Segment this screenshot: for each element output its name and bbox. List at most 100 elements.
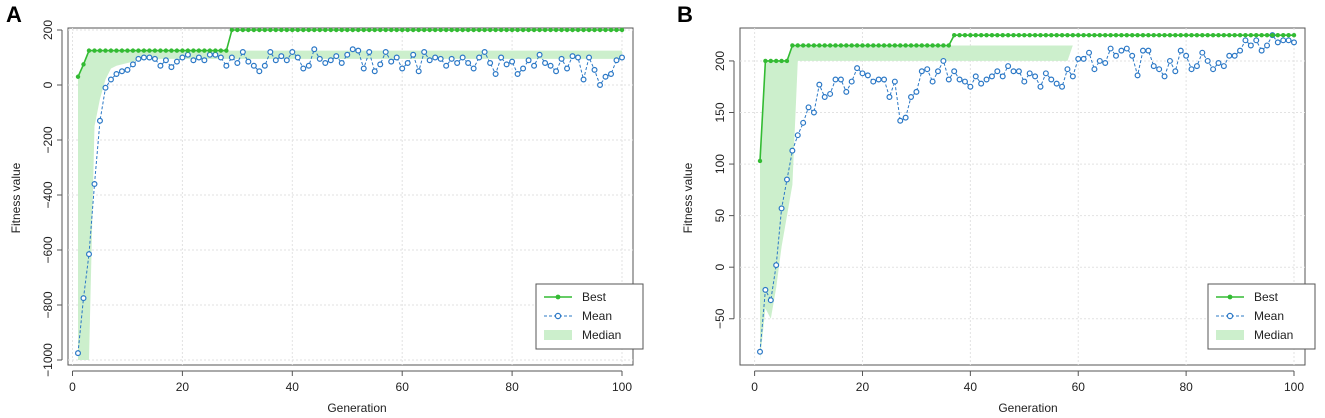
best-point: [597, 27, 603, 33]
x-tick-label: 20: [176, 380, 190, 394]
best-point: [169, 48, 174, 53]
mean-point: [542, 59, 549, 66]
x-tick-label: 20: [856, 380, 870, 394]
mean-point: [338, 59, 345, 66]
mean-point: [283, 57, 290, 64]
mean-point: [85, 251, 92, 258]
panel-b: B Generation Fitness value 0 20 40 60 80 100 −…: [677, 2, 1316, 415]
mean-point: [999, 73, 1006, 80]
mean-point: [113, 70, 120, 77]
best-point: [865, 43, 871, 48]
mean-point: [454, 59, 461, 66]
best-point: [833, 43, 838, 48]
mean-point: [514, 70, 521, 77]
mean-point: [580, 76, 587, 83]
y-axis-label: Fitness value: [9, 162, 23, 233]
mean-point: [961, 78, 968, 85]
best-point: [1124, 32, 1129, 38]
legend-key-median: [544, 330, 572, 340]
best-point: [1086, 32, 1092, 38]
plot-frame: [739, 27, 1306, 366]
best-point: [581, 27, 586, 33]
mean-point: [967, 83, 974, 90]
best-point: [454, 27, 460, 33]
legend-key-median: [1216, 330, 1244, 340]
mean-point: [278, 53, 285, 60]
mean-point: [1280, 37, 1287, 44]
mean-point: [250, 62, 257, 69]
mean-point: [762, 286, 769, 293]
best-point: [548, 27, 553, 33]
best-point: [416, 27, 421, 33]
mean-point: [1032, 73, 1039, 80]
mean-point: [305, 62, 312, 69]
mean-point: [1026, 70, 1033, 77]
mean-point: [261, 62, 268, 69]
mean-point: [179, 54, 186, 61]
best-point: [1081, 32, 1086, 38]
mean-point: [377, 61, 384, 68]
mean-point: [553, 68, 560, 75]
mean-point: [437, 55, 444, 62]
mean-point: [1290, 39, 1297, 46]
y-tick-label: −600: [41, 236, 55, 263]
mean-point: [1112, 52, 1119, 59]
best-point: [559, 27, 564, 33]
mean-point: [837, 76, 844, 83]
mean-point: [773, 262, 780, 269]
best-point: [1119, 32, 1124, 38]
best-point: [180, 48, 185, 53]
best-point: [827, 43, 833, 48]
mean-point: [805, 104, 812, 111]
best-point: [1200, 32, 1205, 38]
best-point: [218, 48, 224, 53]
mean-point: [913, 88, 920, 95]
best-point: [930, 43, 935, 48]
mean-point: [891, 78, 898, 85]
best-point: [438, 27, 443, 33]
mean-point: [190, 57, 197, 64]
best-line: [759, 34, 1294, 162]
mean-point: [618, 54, 625, 61]
best-point: [892, 43, 898, 48]
best-point: [229, 27, 235, 33]
best-point: [268, 27, 273, 33]
mean-point: [1091, 66, 1098, 73]
best-point: [81, 62, 86, 67]
best-point: [92, 48, 97, 53]
mean-point: [124, 66, 131, 73]
legend-marker-mean: [1226, 312, 1234, 320]
best-point: [531, 27, 537, 33]
mean-point: [107, 76, 114, 83]
best-point: [1049, 32, 1054, 38]
best-point: [394, 27, 399, 33]
y-axis-label: Fitness value: [681, 162, 695, 233]
best-point: [1005, 32, 1011, 38]
best-point: [257, 27, 262, 33]
mean-point: [1059, 83, 1066, 90]
mean-point: [1053, 80, 1060, 87]
x-axis-label: Generation: [327, 401, 386, 415]
best-point: [427, 27, 432, 33]
best-point: [1227, 32, 1232, 38]
best-point: [1291, 32, 1297, 38]
best-point: [152, 48, 158, 53]
mean-point: [498, 54, 505, 61]
mean-point: [151, 55, 158, 62]
best-point: [1167, 32, 1173, 38]
best-point: [763, 58, 768, 64]
mean-point: [410, 51, 417, 58]
best-point: [1135, 32, 1140, 38]
best-point: [995, 32, 1000, 38]
legend-label: Mean: [582, 309, 612, 323]
best-point: [487, 27, 493, 33]
best-point: [1016, 32, 1022, 38]
mean-point: [940, 57, 947, 64]
mean-point: [827, 90, 834, 97]
best-point: [619, 27, 625, 33]
best-point: [881, 43, 887, 48]
best-point: [86, 48, 92, 53]
legend-label: Best: [1254, 290, 1279, 304]
best-point: [75, 74, 81, 79]
mean-point: [531, 62, 538, 69]
